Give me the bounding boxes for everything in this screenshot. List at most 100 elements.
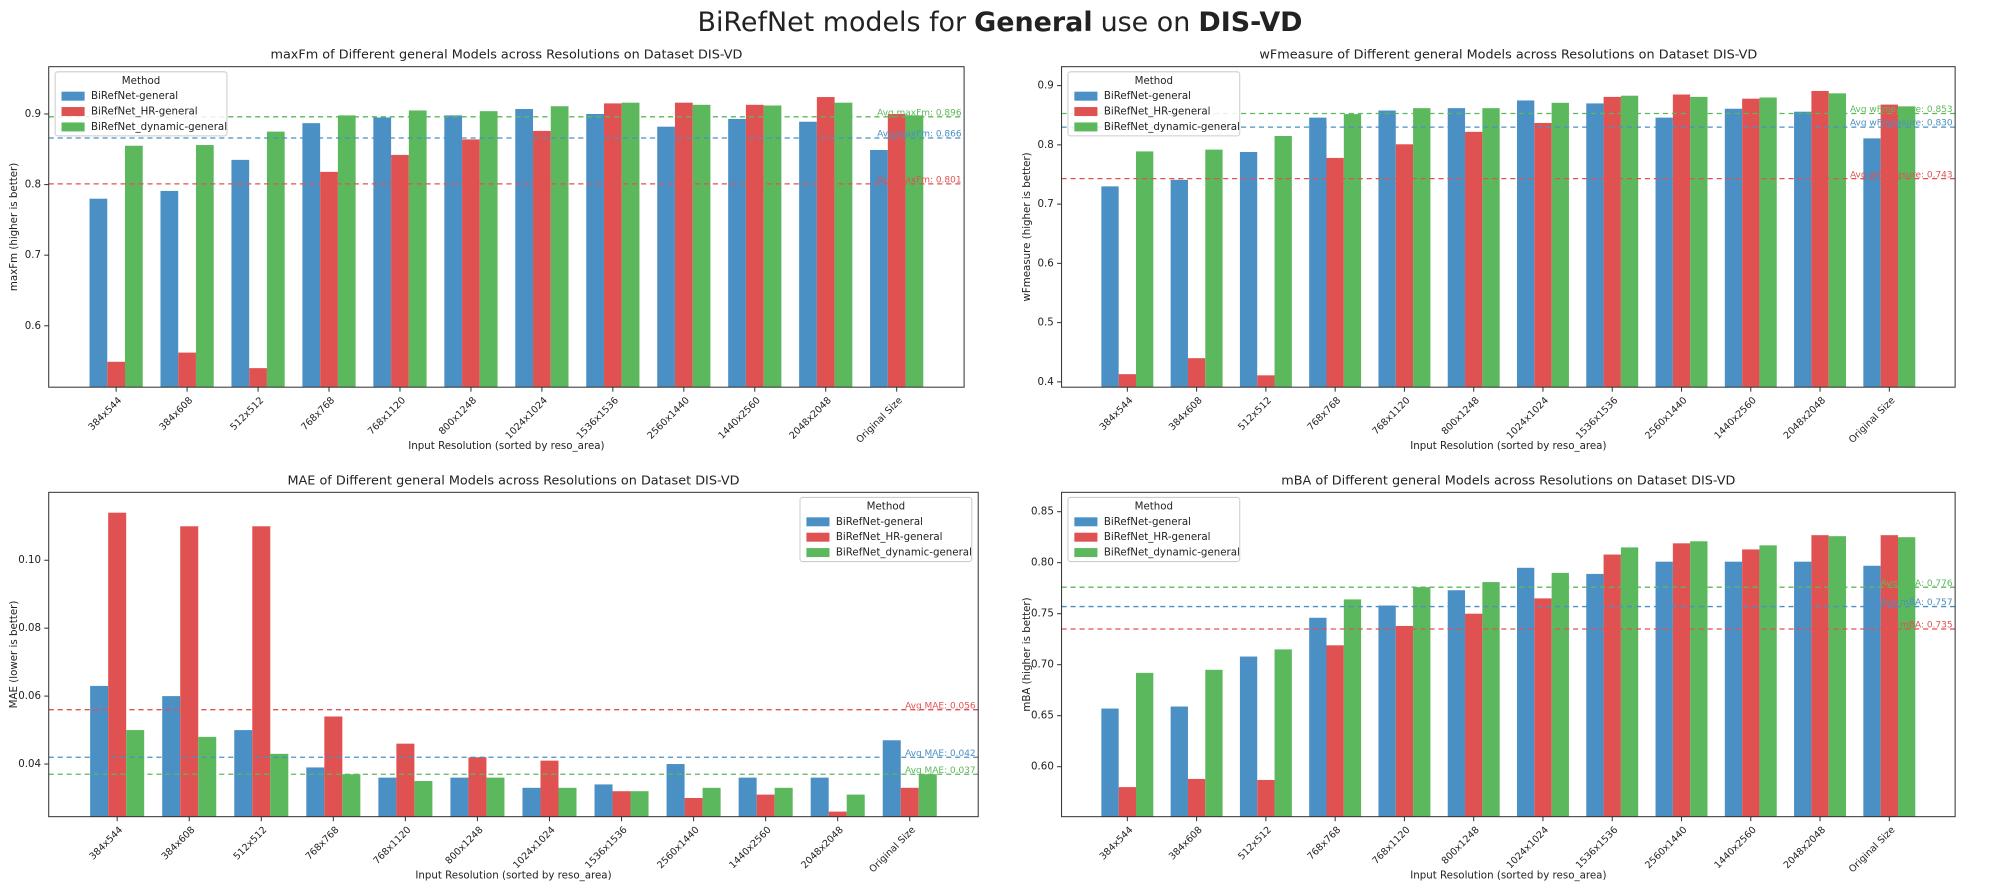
x-tick-label: 2048x2048 — [787, 395, 833, 441]
bar — [1101, 186, 1119, 388]
bar — [266, 131, 285, 388]
x-tick-label: 800x1248 — [437, 395, 479, 437]
legend-swatch — [1074, 532, 1098, 542]
bar — [774, 787, 793, 817]
bar — [162, 696, 181, 817]
avg-label: Avg mBA: 0.735 — [1881, 621, 1953, 631]
y-tick-label: 0.8 — [1038, 139, 1054, 151]
legend-title: Method — [1135, 75, 1173, 87]
bar — [1724, 561, 1743, 817]
x-tick-label: 768x1120 — [366, 395, 408, 437]
x-tick-label: 1024x1024 — [504, 395, 550, 441]
bar — [337, 115, 356, 388]
legend-title: Method — [122, 75, 160, 87]
bar — [342, 774, 361, 817]
bar — [1880, 104, 1898, 388]
bar — [1672, 94, 1691, 388]
legend-swatch — [61, 122, 85, 132]
figure-title: BiRefNet models for General use on DIS-VD — [698, 7, 1303, 38]
bar — [90, 685, 109, 817]
avg-label: Avg maxFm: 0.896 — [877, 108, 962, 118]
bar — [1655, 117, 1673, 388]
y-tick-label: 0.08 — [18, 622, 41, 634]
x-tick-label: 768x1120 — [371, 825, 413, 867]
bar — [533, 130, 551, 388]
legend-swatch — [1074, 107, 1098, 117]
y-tick-label: 0.06 — [18, 690, 41, 702]
avg-label: Avg mBA: 0.776 — [1881, 579, 1953, 589]
bar — [1343, 114, 1362, 388]
x-tick-label: 384x608 — [1167, 395, 1205, 433]
bar — [1413, 587, 1431, 817]
bar — [178, 352, 196, 388]
legend-box — [1067, 71, 1241, 137]
avg-label: Avg wFmeasure: 0.853 — [1850, 105, 1953, 115]
bar — [1187, 358, 1206, 388]
bar — [1395, 144, 1414, 388]
bar — [1794, 561, 1812, 817]
bar — [1482, 582, 1500, 817]
bar — [1794, 111, 1812, 388]
x-tick-label: 768x1120 — [1370, 825, 1412, 867]
bar — [1880, 535, 1898, 817]
legend-box — [799, 496, 973, 563]
x-tick-label: 384x544 — [88, 825, 126, 863]
avg-label: Avg maxFm: 0.866 — [877, 130, 962, 140]
y-tick-label: 0.85 — [1031, 506, 1054, 518]
bar — [180, 526, 199, 817]
x-tick-label: Original Size — [1847, 825, 1898, 876]
x-tick-label: 512x512 — [228, 395, 266, 433]
bar — [834, 102, 853, 388]
x-tick-label: 1024x1024 — [511, 825, 557, 871]
bar — [621, 102, 640, 388]
bar — [270, 753, 289, 817]
bar — [816, 97, 835, 388]
bar — [1690, 541, 1708, 817]
bar — [846, 794, 865, 817]
y-axis-label: maxFm (higher is better) — [8, 163, 20, 291]
legend-label: BiRefNet_dynamic-general — [836, 547, 972, 559]
legend-box — [1067, 496, 1241, 563]
chart-title: maxFm of Different general Models across… — [270, 48, 742, 63]
bar — [234, 730, 253, 817]
bar — [558, 787, 577, 817]
legend-swatch — [61, 91, 85, 101]
bar — [231, 159, 250, 388]
legend-swatch — [806, 548, 830, 558]
x-tick-label: 512x512 — [1236, 825, 1274, 863]
bar — [1897, 537, 1916, 817]
chart-title: wFmeasure of Different general Models ac… — [1259, 48, 1757, 63]
bar — [1343, 599, 1362, 817]
bar — [586, 113, 604, 388]
bar — [666, 764, 685, 817]
legend-label: BiRefNet_dynamic-general — [1104, 121, 1240, 133]
x-tick-label: 2560x1440 — [1643, 825, 1689, 871]
bar — [450, 777, 469, 817]
avg-label: Avg MAE: 0.056 — [905, 701, 976, 711]
bar — [1620, 95, 1639, 388]
x-tick-label: 512x512 — [1236, 395, 1274, 433]
x-tick-label: 1536x1536 — [1574, 395, 1620, 441]
bar — [745, 104, 764, 388]
bar — [1690, 96, 1708, 388]
bar — [1811, 90, 1829, 388]
y-tick-label: 0.7 — [1038, 198, 1054, 210]
x-tick-label: 384x544 — [1098, 825, 1136, 863]
title-part: BiRefNet models for — [698, 7, 968, 38]
bar — [1465, 131, 1483, 388]
bar — [462, 139, 480, 388]
x-tick-label: 1440x2560 — [716, 395, 762, 441]
y-tick-label: 0.5 — [1038, 317, 1054, 329]
y-tick-label: 0.65 — [1031, 710, 1054, 722]
legend-label: BiRefNet-general — [1104, 516, 1191, 528]
x-tick-label: 1440x2560 — [1712, 395, 1758, 441]
x-tick-label: 800x1248 — [443, 825, 485, 867]
legend-label: BiRefNet-general — [91, 90, 178, 102]
bar — [1759, 97, 1777, 388]
legend-swatch — [1074, 91, 1098, 101]
y-tick-label: 0.4 — [1038, 376, 1054, 388]
bar — [1516, 567, 1535, 817]
x-tick-label: 384x608 — [157, 395, 195, 433]
bar — [1274, 649, 1292, 817]
